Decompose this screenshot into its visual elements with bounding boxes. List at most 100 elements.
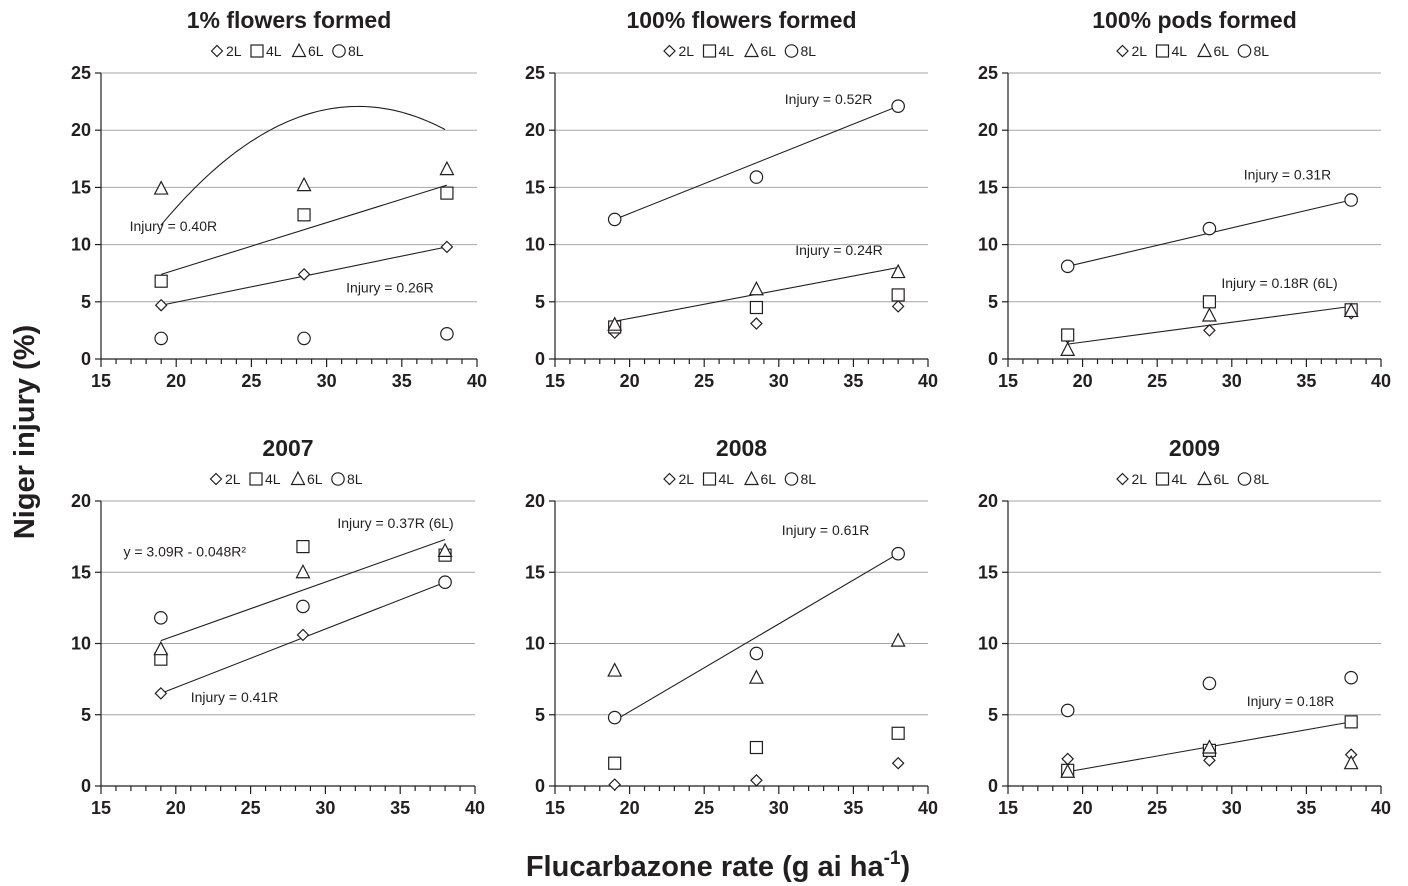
data-point-4l bbox=[749, 740, 764, 755]
x-tick-label: 35 bbox=[1296, 798, 1316, 818]
legend-triangle-icon bbox=[744, 470, 759, 486]
panel-title: 100% flowers formed bbox=[626, 7, 856, 33]
data-point-6l bbox=[607, 662, 623, 677]
x-tick-label: 25 bbox=[1147, 371, 1167, 391]
legend-diamond-icon bbox=[1116, 44, 1129, 58]
data-point-6l bbox=[748, 280, 764, 296]
legend-triangle-icon bbox=[1197, 42, 1212, 58]
x-tick-label: 35 bbox=[392, 371, 412, 391]
legend-square-icon bbox=[250, 44, 264, 58]
y-tick-label: 15 bbox=[978, 562, 998, 582]
x-tick-label: 40 bbox=[1371, 798, 1391, 818]
x-tick-label: 20 bbox=[620, 798, 640, 818]
legend-label: 8L bbox=[1254, 43, 1270, 59]
panel-title: 2009 bbox=[1169, 435, 1220, 461]
x-tick-label: 40 bbox=[918, 798, 938, 818]
y-tick-label: 15 bbox=[71, 177, 91, 197]
data-point-6l bbox=[890, 632, 906, 647]
y-tick-label: 10 bbox=[525, 235, 545, 255]
data-point-4l bbox=[154, 274, 168, 288]
data-point-8l bbox=[1202, 676, 1217, 691]
data-point-8l bbox=[154, 331, 168, 346]
legend-label: 8L bbox=[347, 471, 363, 487]
y-tick-label: 15 bbox=[71, 562, 91, 582]
x-tick-label: 15 bbox=[998, 371, 1018, 391]
fit-line bbox=[160, 184, 448, 275]
y-tick-label: 10 bbox=[978, 634, 998, 654]
legend-label: 6L bbox=[761, 471, 777, 487]
panel-1: 1% flowers formed 2L 4L 6L 8L 0 5 10 15 20 25 15 20 2… bbox=[71, 7, 487, 391]
legend-diamond-icon bbox=[210, 44, 224, 58]
y-tick-label: 10 bbox=[978, 235, 998, 255]
y-tick-label: 15 bbox=[525, 562, 545, 582]
data-point-8l bbox=[1060, 259, 1075, 274]
panel-title: 100% pods formed bbox=[1092, 7, 1297, 33]
data-point-2l bbox=[1203, 754, 1216, 767]
legend-label: 4L bbox=[719, 43, 735, 59]
data-point-8l bbox=[440, 327, 454, 341]
legend-square-icon bbox=[1155, 472, 1170, 486]
panel-title: 2008 bbox=[716, 435, 767, 461]
data-point-8l bbox=[438, 575, 452, 590]
data-point-8l bbox=[891, 546, 905, 561]
data-point-6l bbox=[1060, 341, 1076, 356]
y-axis-label: Niger injury (%) bbox=[9, 325, 41, 539]
panel-title: 1% flowers formed bbox=[187, 7, 392, 33]
y-tick-label: 5 bbox=[535, 705, 545, 725]
legend-circle-icon bbox=[784, 44, 799, 58]
legend-label: 2L bbox=[226, 43, 242, 59]
x-tick-label: 25 bbox=[1147, 798, 1167, 818]
data-point-8l bbox=[891, 99, 905, 113]
legend-circle-icon bbox=[332, 44, 346, 58]
panel-3: 100% pods formed 2L 4L 6L 8L 0 5 10 15 20 25 15 20 25… bbox=[978, 7, 1391, 391]
x-tick-label: 15 bbox=[998, 798, 1018, 818]
legend-label: 4L bbox=[265, 471, 281, 487]
data-point-6l bbox=[890, 263, 906, 279]
x-axis-label-main: Flucarbazone rate (g ai ha bbox=[526, 851, 885, 883]
data-point-8l bbox=[1344, 670, 1358, 685]
fit-equation: Injury = 0.61R bbox=[782, 522, 870, 538]
x-tick-label: 40 bbox=[467, 371, 487, 391]
data-point-6l bbox=[1343, 302, 1359, 318]
y-tick-label: 5 bbox=[988, 705, 998, 725]
y-tick-label: 20 bbox=[71, 491, 91, 511]
legend-diamond-icon bbox=[209, 472, 223, 486]
x-tick-label: 25 bbox=[241, 798, 261, 818]
data-point-8l bbox=[749, 170, 764, 184]
y-tick-label: 5 bbox=[81, 292, 91, 312]
x-tick-label: 30 bbox=[1222, 798, 1242, 818]
legend-triangle-icon bbox=[744, 42, 759, 58]
fit-equation: Injury = 0.40R bbox=[130, 218, 218, 234]
data-point-6l bbox=[1201, 739, 1217, 754]
x-tick-label: 20 bbox=[620, 371, 640, 391]
legend-square-icon bbox=[702, 472, 717, 486]
fit-line bbox=[614, 553, 899, 721]
legend-label: 4L bbox=[1172, 43, 1188, 59]
data-point-8l bbox=[607, 710, 622, 725]
x-tick-label: 20 bbox=[166, 371, 186, 391]
data-point-6l bbox=[437, 542, 453, 557]
legend-triangle-icon bbox=[1197, 470, 1212, 486]
x-axis-label-close: ) bbox=[901, 851, 911, 883]
data-point-8l bbox=[154, 611, 168, 625]
x-tick-label: 25 bbox=[694, 798, 714, 818]
fit-equation: Injury = 0.18R bbox=[1247, 693, 1335, 709]
legend-label: 8L bbox=[348, 43, 364, 59]
data-point-6l bbox=[153, 180, 169, 195]
x-tick-label: 30 bbox=[317, 371, 337, 391]
legend-triangle-icon bbox=[291, 42, 307, 58]
data-point-4l bbox=[891, 288, 905, 302]
data-point-4l bbox=[296, 539, 310, 554]
data-point-2l bbox=[1061, 752, 1075, 766]
y-tick-label: 0 bbox=[988, 776, 998, 796]
data-point-8l bbox=[296, 599, 310, 614]
y-tick-label: 5 bbox=[988, 292, 998, 312]
y-tick-label: 15 bbox=[978, 177, 998, 197]
data-point-6l bbox=[439, 160, 455, 176]
x-tick-label: 35 bbox=[843, 371, 863, 391]
legend-label: 2L bbox=[225, 471, 241, 487]
legend-label: 6L bbox=[1214, 43, 1230, 59]
data-point-2l bbox=[297, 267, 311, 281]
y-tick-label: 10 bbox=[71, 235, 91, 255]
data-point-4l bbox=[749, 300, 764, 315]
